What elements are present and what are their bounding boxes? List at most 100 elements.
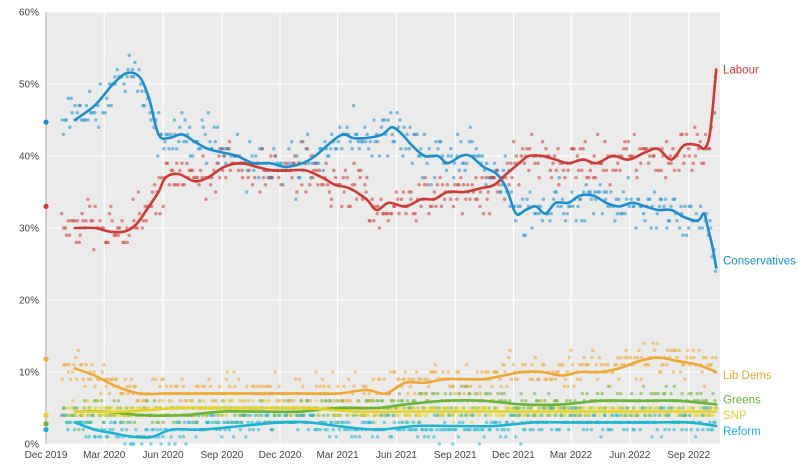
poll-dot-conservatives (401, 154, 405, 158)
poll-dot-conservatives (133, 60, 137, 65)
poll-dot-snp (369, 399, 373, 403)
poll-dot-reform (621, 427, 626, 432)
poll-dot-conservatives (425, 161, 429, 165)
poll-dot-labour (370, 197, 374, 201)
poll-dot-reform (705, 406, 709, 410)
poll-dot-greens (535, 399, 539, 403)
poll-dot-reform (88, 420, 93, 425)
election-result-dot (43, 427, 49, 433)
poll-dot-conservatives (288, 161, 293, 165)
poll-dot-conservatives (338, 125, 342, 129)
poll-dot-conservatives (389, 111, 393, 115)
poll-dot-lib-dems (634, 377, 638, 381)
poll-dot-greens (432, 391, 437, 396)
poll-dot-lib-dems (83, 384, 87, 389)
poll-dot-labour (247, 168, 251, 173)
poll-dot-snp (224, 413, 228, 417)
poll-dot-conservatives (366, 147, 371, 151)
poll-dot-reform (219, 435, 224, 439)
poll-dot-labour (300, 183, 304, 187)
poll-dot-lib-dems (423, 377, 427, 381)
poll-dot-conservatives (492, 161, 497, 165)
poll-dot-conservatives (188, 154, 193, 158)
poll-dot-lib-dems (678, 370, 683, 374)
poll-dot-greens (449, 406, 454, 410)
poll-dot-reform (643, 413, 647, 417)
poll-dot-conservatives (708, 219, 712, 223)
poll-dot-snp (607, 406, 611, 410)
poll-dot-conservatives (681, 233, 685, 237)
poll-dot-labour (224, 175, 228, 180)
poll-dot-greens (443, 391, 448, 396)
poll-dot-snp (450, 413, 454, 417)
poll-dot-lib-dems (301, 384, 305, 389)
poll-dot-labour (588, 168, 593, 173)
poll-dot-greens (335, 399, 339, 403)
poll-dot-reform (155, 427, 160, 432)
poll-dot-labour (442, 197, 447, 201)
poll-dot-conservatives (148, 111, 152, 115)
poll-dot-conservatives (340, 147, 344, 151)
poll-dot-lib-dems (92, 370, 96, 374)
poll-dot-reform (246, 420, 251, 425)
poll-dot-reform (371, 420, 375, 425)
poll-dot-lib-dems (88, 377, 93, 381)
poll-dot-lib-dems (161, 377, 165, 381)
poll-dot-labour (178, 168, 182, 173)
poll-dot-conservatives (184, 139, 189, 144)
x-tick-label: Mar 2021 (316, 450, 359, 461)
poll-dot-lib-dems (666, 348, 670, 353)
poll-dot-conservatives (166, 132, 170, 137)
poll-dot-greens (376, 399, 380, 403)
poll-dot-lib-dems (293, 377, 298, 381)
poll-dot-conservatives (407, 147, 412, 151)
poll-dot-labour (561, 168, 566, 173)
poll-dot-labour (556, 147, 560, 151)
poll-dot-conservatives (659, 197, 664, 201)
poll-dot-labour (487, 211, 492, 216)
poll-dot-reform (402, 427, 406, 432)
poll-dot-snp (456, 406, 460, 410)
poll-dot-conservatives (254, 154, 258, 158)
poll-dot-greens (299, 399, 303, 403)
poll-dot-snp (422, 413, 427, 417)
poll-dot-labour (261, 175, 266, 180)
poll-dot-lib-dems (483, 370, 488, 374)
poll-dot-greens (496, 391, 500, 396)
poll-dot-conservatives (620, 211, 625, 216)
poll-dot-snp (421, 406, 425, 410)
poll-dot-reform (585, 427, 589, 432)
poll-dot-conservatives (449, 154, 454, 158)
poll-dot-conservatives (327, 154, 331, 158)
poll-dot-greens (152, 399, 157, 403)
poll-dot-reform (532, 413, 537, 417)
poll-dot-reform (294, 413, 299, 417)
poll-dot-labour (544, 147, 548, 151)
poll-dot-conservatives (683, 204, 687, 209)
poll-dot-greens (340, 399, 345, 403)
poll-dot-lib-dems (242, 399, 246, 403)
poll-dot-reform (392, 420, 397, 425)
poll-dot-reform (62, 406, 66, 410)
poll-dot-reform (368, 420, 372, 425)
poll-dot-lib-dems (200, 384, 204, 389)
poll-dot-conservatives (377, 154, 382, 158)
poll-dot-labour (634, 168, 639, 173)
poll-dot-conservatives (578, 197, 583, 201)
poll-dot-snp (674, 406, 678, 410)
poll-dot-reform (678, 413, 683, 417)
poll-dot-conservatives (345, 125, 349, 129)
poll-dot-reform (212, 413, 216, 417)
poll-dot-conservatives (415, 132, 419, 137)
poll-dot-lib-dems (277, 399, 282, 403)
poll-dot-reform (386, 413, 391, 417)
poll-dot-lib-dems (371, 377, 376, 381)
poll-dot-labour (557, 183, 561, 187)
poll-dot-conservatives (551, 197, 556, 201)
poll-dot-labour (354, 197, 359, 201)
poll-dot-reform (227, 427, 232, 432)
poll-dot-conservatives (477, 154, 482, 158)
poll-dot-conservatives (140, 89, 144, 93)
poll-dot-lib-dems (342, 384, 346, 389)
poll-dot-labour (116, 233, 120, 237)
